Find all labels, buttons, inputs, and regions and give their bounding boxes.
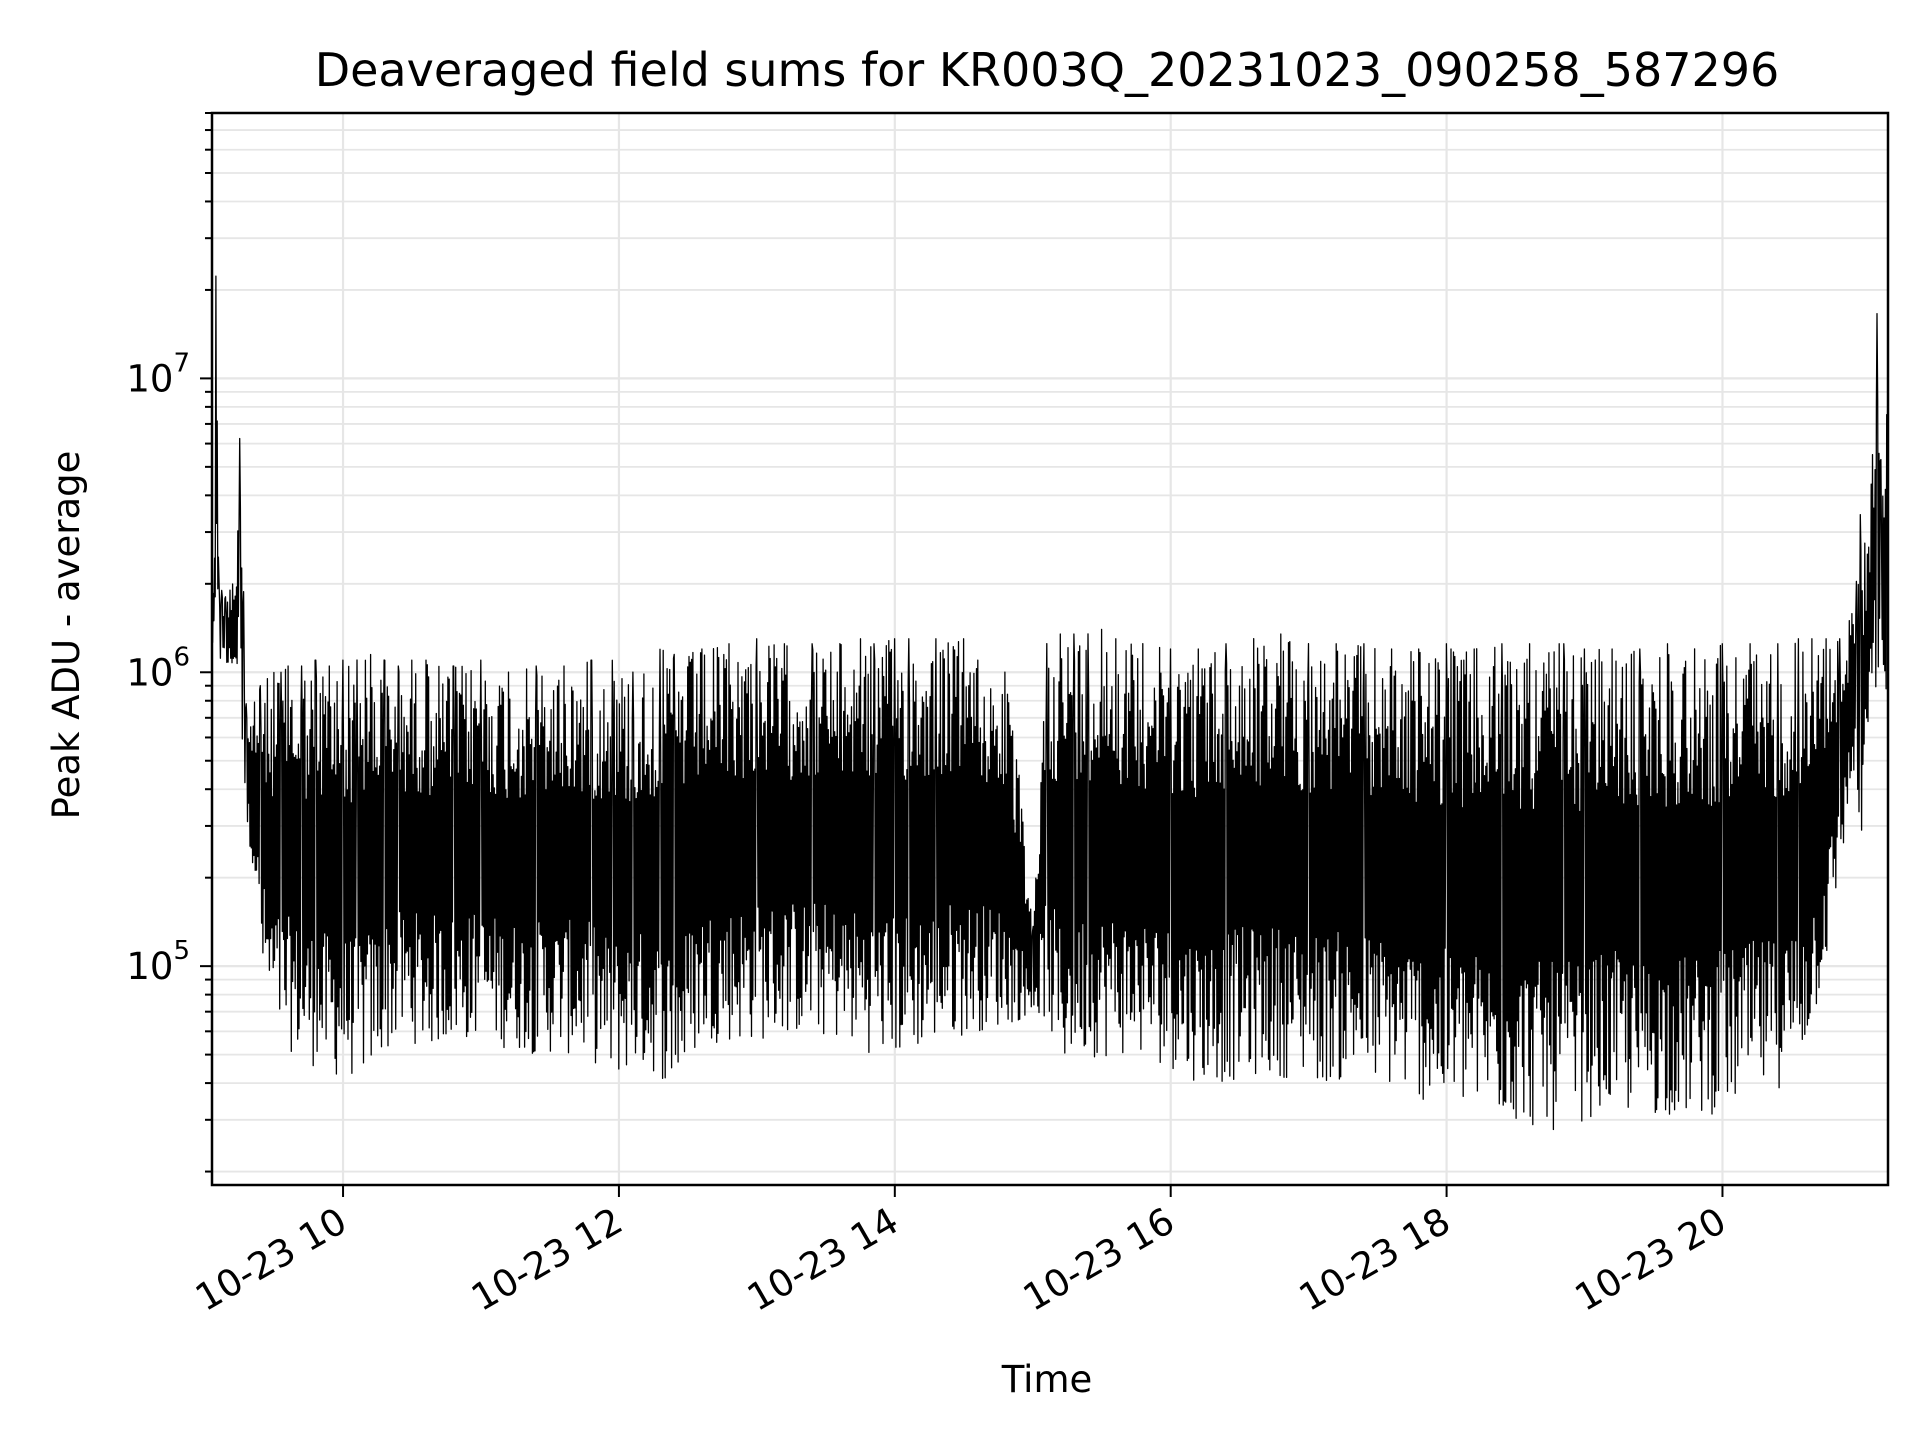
series-path <box>211 160 1889 1131</box>
chart-title: Deaveraged field sums for KR003Q_2023102… <box>315 43 1780 97</box>
y-tick-label: 105 <box>126 936 190 988</box>
y-tick-label: 106 <box>126 642 190 694</box>
x-axis-label: Time <box>1001 1358 1093 1401</box>
y-axis: 105 106 107 <box>126 112 212 1173</box>
series-line <box>211 160 1889 1131</box>
plot-frame <box>210 111 1890 1187</box>
y-axis-label: Peak ADU - average <box>45 451 88 820</box>
y-tick-label: 107 <box>126 348 190 400</box>
